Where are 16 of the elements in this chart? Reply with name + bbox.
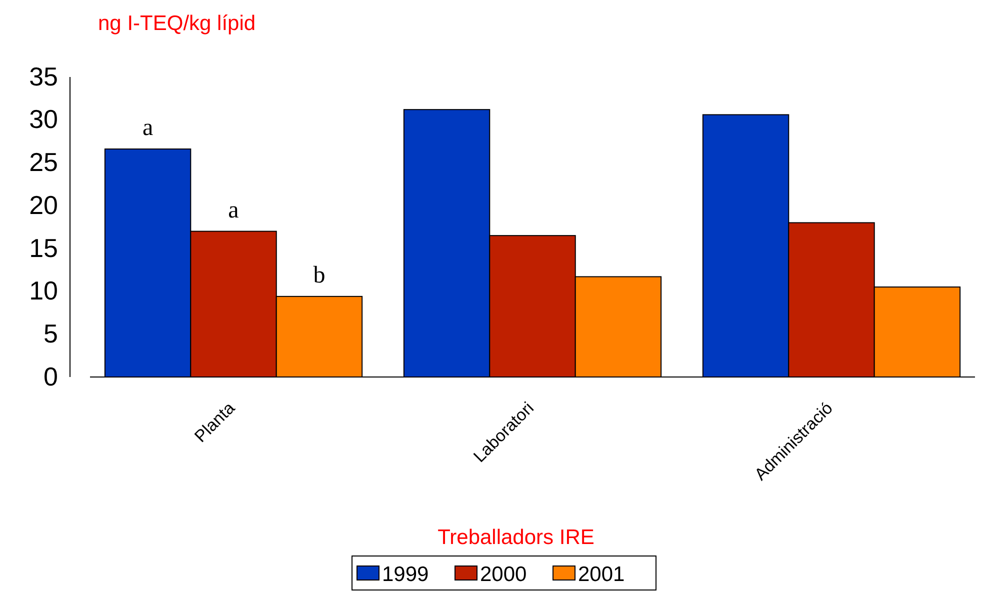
y-tick-label: 5 — [44, 318, 58, 348]
y-tick-label: 25 — [29, 147, 58, 178]
annotation: b — [313, 262, 326, 288]
y-tick-label: 20 — [29, 190, 58, 220]
y-tick-label: 35 — [29, 61, 58, 92]
y-tick-label: 15 — [29, 232, 58, 263]
legend-label: 1999 — [382, 563, 429, 586]
legend-label: 2001 — [578, 563, 625, 586]
legend-label: 2000 — [480, 563, 527, 586]
y-axis-title: ng I-TEQ/kg lípid — [98, 12, 256, 35]
y-tick-label: 10 — [29, 276, 58, 306]
y-tick-label: 30 — [29, 104, 58, 134]
legend-title: Treballadors IRE — [438, 526, 594, 549]
y-tick-label: 0 — [44, 361, 58, 392]
annotation: a — [228, 197, 240, 224]
annotation: a — [142, 115, 154, 141]
